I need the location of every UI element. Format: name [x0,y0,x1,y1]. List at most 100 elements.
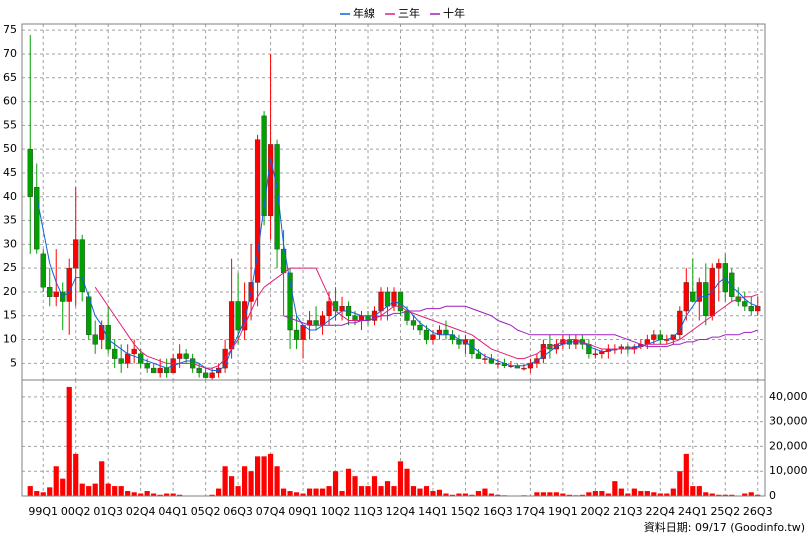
volume-bar [378,486,384,496]
y2-tick-label: 10,000 [769,464,808,477]
candle-body [729,272,735,297]
volume-bar [365,486,371,496]
volume-bar [280,488,287,496]
volume-bar [469,494,475,496]
candle-body [391,291,397,307]
candle-body [99,325,105,340]
y-tick-label: 75 [3,23,17,36]
candle-body [430,334,436,340]
volume-bar [638,491,644,496]
x-tick-label: 01Q3 [93,505,123,518]
ma-line [36,158,758,371]
volume-bar [644,491,650,496]
y-tick-label: 15 [3,309,17,322]
x-tick-label: 25Q2 [710,505,740,518]
volume-bar [742,493,748,496]
x-tick-label: 22Q4 [645,505,675,518]
x-tick-label: 11Q3 [353,505,383,518]
x-tick-label: 06Q3 [223,505,253,518]
volume-bar [248,471,254,496]
candle-body [131,348,137,355]
candle-body [755,306,761,312]
y-tick-label: 60 [3,95,17,108]
candle-body [696,282,702,302]
volume-bar [254,456,261,496]
volume-bar [677,471,683,496]
x-tick-label: 07Q4 [256,505,286,518]
candle-body [495,363,501,365]
volume-bar [553,492,559,496]
x-tick-label: 10Q2 [321,505,351,518]
volume-bar [449,494,456,496]
candle-body [177,353,183,359]
candle-body [748,306,754,312]
volume-bar [242,466,248,496]
y2-tick-label: 30,000 [769,415,808,428]
volume-bar [125,491,131,496]
candle-body [267,144,274,217]
volume-bar [66,386,72,496]
volume-bar [92,483,98,496]
candle-body [423,329,430,340]
volume-bar [475,491,482,496]
y2-tick-label: 20,000 [769,439,808,452]
candle-body [339,306,345,312]
y-tick-label: 40 [3,190,17,203]
volume-bar [631,488,637,496]
volume-bar [703,492,709,496]
ma-line [94,267,758,369]
candle-body [261,115,267,217]
volume-bar [410,486,417,496]
volume-bar [339,491,345,496]
candle-body [202,372,209,378]
y-tick-label: 10 [3,333,17,346]
candle-body [254,139,261,283]
x-tick-label: 17Q4 [516,505,546,518]
volume-bar [47,487,53,496]
legend-label: 年線 [353,6,375,20]
volume-bar [612,481,618,496]
volume-bar [261,456,267,496]
volume-bar [625,493,631,496]
volume-bar [586,492,592,496]
candle-body [196,367,202,374]
volume-bar [670,488,676,496]
candle-body [287,272,293,331]
volume-bar [456,493,462,496]
volume-bar [40,492,46,496]
volume-bar [488,493,495,496]
volume-bar [332,471,339,496]
candle-body [397,291,404,312]
volume-bar [164,493,170,496]
volume-bar [287,491,293,496]
y2-tick-label: 0 [769,489,776,502]
volume-bar [534,492,540,496]
candle-body [410,320,417,326]
candle-body [235,301,241,331]
candle-body [293,329,300,340]
volume-bar [709,493,715,496]
volume-bar [157,494,163,496]
y-tick-label: 70 [3,47,17,60]
candle-body [105,325,111,350]
volume-panel-frame [21,379,766,497]
volume-bar [417,488,423,496]
x-tick-label: 14Q1 [418,505,448,518]
volume-bar [605,493,611,496]
volume-bar [144,491,150,496]
x-tick-label: 26Q3 [743,505,773,518]
volume-bar [690,486,696,496]
volume-bar [423,486,430,496]
candle-body [443,329,449,335]
x-tick-label: 15Q2 [451,505,481,518]
volume-bar [293,492,300,496]
candle-body [209,372,215,378]
candle-body [313,320,319,326]
volume-bar [358,486,365,496]
volume-bar [274,466,280,496]
volume-bar [319,488,326,496]
volume-bar [547,492,553,496]
volume-bar [729,494,735,496]
volume-bar [306,488,313,496]
